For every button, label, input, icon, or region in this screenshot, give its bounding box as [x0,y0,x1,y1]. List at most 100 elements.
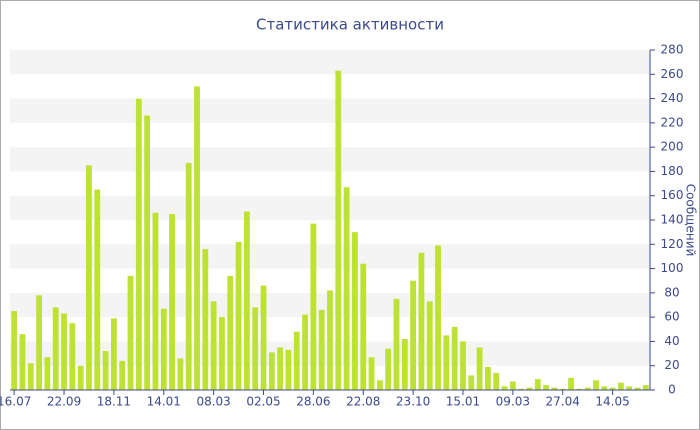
bar [44,357,51,390]
bar [642,385,649,390]
bar [102,351,109,390]
bar [609,387,616,390]
bar [235,241,242,390]
bar [177,358,184,390]
bar [593,380,599,390]
x-tick-label: 02.05 [246,395,280,409]
bar [485,366,491,390]
y-tick-label: 260 [661,67,684,81]
bar [568,377,574,390]
bar [401,339,408,390]
bar [385,348,392,390]
bar [144,115,151,391]
bar [210,301,217,390]
x-tick-label: 18.11 [97,395,131,409]
bar [36,295,42,390]
bar [601,386,608,390]
bar [493,373,500,390]
bar [443,335,450,390]
bar [418,252,425,390]
y-tick-label: 0 [668,383,676,397]
bar [285,349,292,390]
bar [185,162,192,390]
bar [293,331,300,390]
bar [69,323,76,390]
x-tick-label: 27.04 [546,395,580,409]
bar [476,347,483,390]
y-tick-label: 160 [661,188,684,202]
bar [302,314,308,390]
bar [202,249,209,390]
bar [135,98,142,391]
bar [618,382,624,390]
y-tick-label: 280 [661,43,684,57]
bar [426,301,433,390]
x-tick-label: 08.03 [196,395,230,409]
bar [526,387,533,390]
bar [219,317,225,390]
bar [584,387,591,390]
x-tick-label: 14.05 [595,395,629,409]
bar [268,352,275,390]
bar [509,381,516,390]
y-tick-label: 240 [661,91,684,105]
bar [194,86,200,390]
grid-band [10,50,650,75]
bar [77,365,84,390]
bar [94,189,101,390]
bar [227,275,234,390]
bar [576,388,583,390]
x-tick-label: 16.07 [0,395,31,409]
bar [152,212,159,390]
y-tick-label: 220 [661,115,684,129]
grid-band [10,147,650,172]
bar [534,379,541,390]
grid-band [10,98,650,123]
bar [61,313,67,390]
bar [451,326,458,390]
bar [460,341,466,390]
x-tick-label: 09.03 [496,395,530,409]
bar [634,387,641,390]
bar [310,223,317,390]
bar [277,347,284,390]
bar [119,360,126,390]
chart-title: Статистика активности [256,16,444,34]
bar [468,375,475,390]
bar [160,308,167,390]
bar [27,363,34,390]
grid-band [10,195,650,220]
grid-band [10,244,650,269]
bar [360,263,367,390]
y-tick-label: 140 [661,213,684,227]
y-tick-label: 60 [664,310,679,324]
bar [501,386,508,390]
y-tick-label: 20 [664,358,679,372]
bar [343,187,350,390]
bar [410,280,417,390]
bar [252,307,259,390]
x-tick-label: 23.10 [396,395,430,409]
bar [335,70,342,391]
bar [318,309,325,390]
bar [518,388,525,390]
bar [110,318,117,390]
y-tick-label: 100 [661,261,684,275]
bar [352,232,358,390]
bar [393,298,400,390]
y-axis-label: Сообщений [684,184,698,257]
bar [243,211,250,390]
bar [169,213,175,390]
y-tick-label: 80 [664,285,679,299]
bar [559,388,566,390]
x-tick-label: 22.08 [346,395,380,409]
y-tick-label: 200 [661,140,684,154]
bar [11,311,18,390]
bar [52,307,59,390]
x-tick-label: 22.09 [47,395,81,409]
bar [127,275,134,390]
y-tick-label: 180 [661,164,684,178]
y-tick-label: 40 [664,334,679,348]
bar [543,385,550,390]
